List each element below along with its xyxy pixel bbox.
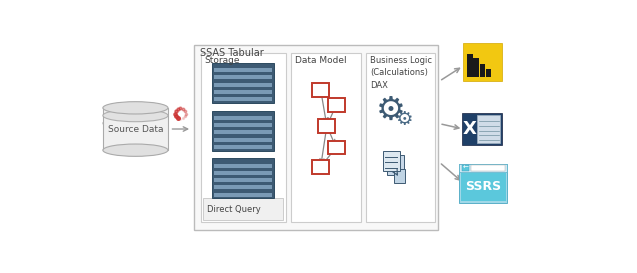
Text: Data Model: Data Model bbox=[295, 56, 347, 65]
FancyBboxPatch shape bbox=[203, 198, 283, 220]
FancyBboxPatch shape bbox=[212, 63, 274, 103]
Text: SSRS: SSRS bbox=[466, 180, 501, 193]
FancyBboxPatch shape bbox=[327, 98, 345, 112]
Text: Storage: Storage bbox=[204, 56, 240, 65]
FancyBboxPatch shape bbox=[215, 164, 272, 168]
FancyBboxPatch shape bbox=[291, 53, 361, 222]
FancyBboxPatch shape bbox=[215, 193, 272, 197]
FancyBboxPatch shape bbox=[194, 45, 438, 230]
FancyBboxPatch shape bbox=[215, 90, 272, 94]
FancyBboxPatch shape bbox=[312, 83, 329, 97]
FancyBboxPatch shape bbox=[486, 69, 491, 77]
Ellipse shape bbox=[103, 117, 168, 129]
Text: ⚙: ⚙ bbox=[396, 110, 413, 129]
FancyBboxPatch shape bbox=[215, 83, 272, 87]
Text: SSAS Tabular: SSAS Tabular bbox=[200, 48, 264, 58]
Ellipse shape bbox=[103, 102, 168, 114]
FancyBboxPatch shape bbox=[471, 165, 505, 171]
FancyBboxPatch shape bbox=[366, 53, 435, 222]
FancyBboxPatch shape bbox=[215, 138, 272, 142]
Text: X: X bbox=[462, 120, 476, 138]
FancyBboxPatch shape bbox=[394, 169, 405, 183]
FancyBboxPatch shape bbox=[212, 158, 274, 198]
FancyBboxPatch shape bbox=[103, 108, 168, 150]
FancyBboxPatch shape bbox=[215, 130, 272, 134]
Ellipse shape bbox=[103, 109, 168, 122]
FancyBboxPatch shape bbox=[212, 111, 274, 151]
FancyBboxPatch shape bbox=[463, 43, 502, 81]
FancyBboxPatch shape bbox=[462, 113, 502, 145]
Text: Business Logic
(Calculations)
DAX: Business Logic (Calculations) DAX bbox=[370, 56, 433, 90]
FancyBboxPatch shape bbox=[215, 68, 272, 72]
FancyBboxPatch shape bbox=[477, 115, 499, 143]
Text: Direct Query: Direct Query bbox=[207, 204, 261, 213]
Text: ←: ← bbox=[462, 165, 468, 171]
FancyBboxPatch shape bbox=[387, 155, 404, 175]
FancyBboxPatch shape bbox=[383, 151, 399, 171]
FancyBboxPatch shape bbox=[215, 171, 272, 175]
FancyBboxPatch shape bbox=[480, 64, 485, 77]
FancyBboxPatch shape bbox=[459, 164, 508, 172]
FancyBboxPatch shape bbox=[215, 145, 272, 149]
FancyBboxPatch shape bbox=[318, 119, 335, 133]
Text: ⚙: ⚙ bbox=[375, 94, 405, 127]
Ellipse shape bbox=[103, 144, 168, 156]
FancyBboxPatch shape bbox=[467, 54, 473, 77]
FancyBboxPatch shape bbox=[327, 141, 345, 155]
FancyBboxPatch shape bbox=[215, 123, 272, 127]
FancyBboxPatch shape bbox=[215, 185, 272, 189]
FancyBboxPatch shape bbox=[215, 116, 272, 120]
FancyBboxPatch shape bbox=[473, 58, 479, 77]
FancyBboxPatch shape bbox=[461, 173, 506, 201]
FancyBboxPatch shape bbox=[201, 53, 286, 222]
FancyBboxPatch shape bbox=[215, 97, 272, 101]
FancyBboxPatch shape bbox=[462, 165, 469, 171]
FancyBboxPatch shape bbox=[459, 164, 508, 203]
FancyBboxPatch shape bbox=[215, 178, 272, 182]
FancyBboxPatch shape bbox=[215, 75, 272, 79]
FancyBboxPatch shape bbox=[312, 160, 329, 174]
Text: Source Data: Source Data bbox=[108, 124, 163, 133]
